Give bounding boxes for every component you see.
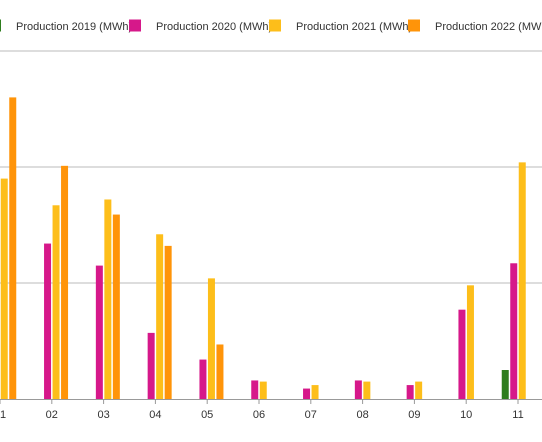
bar (207, 278, 215, 399)
legend-swatch (408, 19, 420, 32)
bar (510, 263, 518, 399)
bar (415, 381, 423, 399)
legend-label: Production 2021 (MWh) (296, 21, 412, 33)
chart-gridlines (0, 50, 542, 400)
legend-swatch (0, 19, 1, 32)
bar (95, 265, 103, 399)
chart-bars (0, 97, 526, 400)
legend-item: Production 2019 (MWh) (0, 19, 132, 33)
bar (501, 370, 509, 399)
bar (112, 214, 120, 399)
chart-legend: Production 2019 (MWh) Production 2020 (MW… (0, 19, 542, 33)
x-tick-label: 08 (356, 409, 368, 421)
bar (216, 344, 224, 399)
bar (156, 234, 164, 399)
x-tick-label: 09 (408, 409, 420, 421)
bar (199, 359, 207, 399)
x-tick-label: 11 (512, 409, 523, 421)
x-tick-label: 06 (253, 409, 265, 421)
bar (518, 162, 526, 399)
bar (9, 97, 17, 400)
bar (147, 332, 155, 399)
x-tick-label: 03 (97, 409, 109, 421)
x-tick-label: 05 (201, 409, 213, 421)
legend-swatch (129, 19, 141, 32)
bar (52, 205, 60, 399)
bar (311, 385, 319, 399)
bar (458, 309, 466, 399)
bar (354, 380, 362, 399)
bar (251, 380, 259, 399)
x-tick-label: 10 (460, 409, 472, 421)
bar (406, 385, 414, 399)
x-tick-label: 07 (305, 409, 317, 421)
x-axis-ticks: 01 02 03 04 05 06 07 08 09 10 11 (0, 399, 524, 421)
bar (104, 199, 112, 399)
legend-label: Production 2022 (MWh) (435, 21, 542, 33)
bar (61, 165, 69, 399)
bar (466, 285, 474, 399)
bar (259, 381, 267, 399)
bar (0, 178, 8, 399)
bar (363, 381, 371, 399)
legend-item: Production 2021 (MWh) (269, 19, 412, 33)
legend-label: Production 2020 (MWh) (156, 21, 272, 33)
x-tick-label: 01 (0, 409, 6, 421)
bar (164, 245, 172, 399)
bar (303, 388, 311, 399)
legend-item: Production 2022 (MWh) (408, 19, 542, 33)
legend-item: Production 2020 (MWh) (129, 19, 272, 33)
bar (44, 243, 52, 399)
legend-swatch (269, 19, 281, 32)
x-tick-label: 02 (46, 409, 58, 421)
x-tick-label: 04 (149, 409, 161, 421)
legend-label: Production 2019 (MWh) (16, 21, 132, 33)
